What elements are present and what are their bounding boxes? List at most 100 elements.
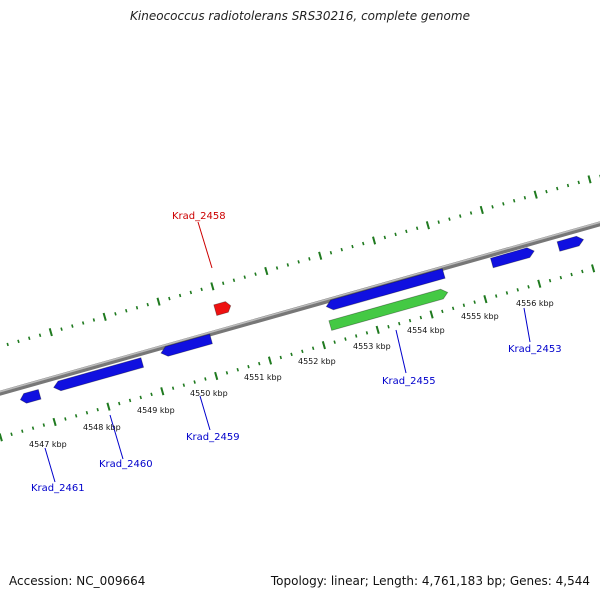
minor-tick: [448, 217, 451, 221]
minor-tick: [168, 296, 171, 301]
minor-tick: [394, 232, 397, 237]
minor-tick: [405, 229, 408, 234]
gene-krad-2461[interactable]: [19, 389, 42, 404]
minor-tick: [512, 198, 516, 203]
major-tick: [429, 310, 434, 319]
leader-line-krad-2460: [109, 414, 124, 460]
minor-tick: [459, 214, 462, 218]
minor-tick: [355, 334, 358, 338]
leader-line-krad-2461: [44, 447, 56, 483]
gene-krad-2455-rna[interactable]: [328, 288, 449, 331]
gene-krad-2455[interactable]: [325, 268, 446, 311]
minor-tick: [10, 432, 13, 437]
major-tick: [210, 282, 215, 291]
scale-label-4554: 4554 kbp: [407, 326, 445, 335]
gene-label-krad-2458[interactable]: Krad_2458: [172, 211, 226, 222]
minor-tick: [64, 417, 67, 421]
minor-tick: [232, 278, 236, 283]
gene-label-krad-2455[interactable]: Krad_2455: [382, 376, 436, 387]
gene-krad-2452[interactable]: [556, 235, 585, 252]
minor-tick: [419, 315, 423, 320]
minor-tick: [204, 377, 207, 381]
minor-tick: [548, 278, 552, 283]
leader-line-krad-2459: [199, 395, 211, 431]
major-tick: [479, 205, 484, 215]
minor-tick: [344, 337, 347, 341]
minor-tick: [441, 309, 444, 314]
lower-tick-track: [0, 264, 596, 442]
scale-label-4550: 4550 kbp: [190, 389, 228, 398]
minor-tick: [150, 392, 153, 397]
minor-tick: [290, 352, 293, 357]
major-tick: [102, 312, 107, 321]
minor-tick: [139, 395, 142, 400]
minor-tick: [311, 346, 315, 351]
accession-text: Accession: NC_009664: [9, 574, 146, 588]
minor-tick: [329, 250, 333, 255]
minor-tick: [42, 423, 46, 427]
minor-tick: [570, 272, 573, 277]
minor-tick: [502, 202, 505, 206]
major-tick: [533, 190, 538, 199]
minor-tick: [505, 291, 509, 295]
genome-backbone: [0, 221, 600, 396]
minor-tick: [527, 285, 530, 289]
minor-tick: [81, 321, 85, 325]
minor-tick: [362, 241, 365, 246]
minor-tick: [333, 340, 336, 344]
gene-krad-2458[interactable]: [213, 301, 232, 316]
major-tick: [160, 387, 165, 396]
minor-tick: [473, 300, 476, 304]
scale-label-4553: 4553 kbp: [353, 342, 391, 351]
major-tick: [264, 266, 269, 276]
gene-krad-2453[interactable]: [490, 247, 535, 269]
minor-tick: [523, 196, 527, 200]
major-tick: [267, 356, 273, 365]
major-tick: [214, 371, 219, 381]
major-tick: [375, 325, 380, 334]
scale-label-4552: 4552 kbp: [298, 357, 336, 366]
minor-tick: [85, 410, 89, 415]
minor-tick: [171, 386, 175, 390]
minor-tick: [222, 281, 225, 285]
minor-tick: [415, 226, 419, 231]
major-tick: [587, 175, 592, 184]
minor-tick: [437, 220, 440, 224]
major-tick: [48, 328, 53, 337]
minor-tick: [225, 371, 229, 375]
minor-tick: [96, 407, 99, 412]
minor-tick: [146, 302, 149, 307]
gene-krad-2459[interactable]: [160, 333, 213, 357]
minor-tick: [71, 324, 74, 328]
minor-tick: [247, 364, 250, 369]
minor-tick: [577, 180, 580, 185]
gene-label-krad-2453[interactable]: Krad_2453: [508, 344, 562, 355]
genome-summary-text: Topology: linear; Length: 4,761,183 bp; …: [270, 574, 590, 588]
minor-tick: [545, 189, 548, 194]
minor-tick: [469, 211, 473, 215]
minor-tick: [178, 293, 182, 298]
minor-tick: [21, 429, 24, 433]
gene-label-krad-2459[interactable]: Krad_2459: [186, 432, 240, 443]
leader-line-krad-2455: [395, 329, 407, 374]
major-tick: [106, 402, 111, 411]
minor-tick: [189, 290, 193, 295]
minor-tick: [92, 318, 96, 322]
scale-label-4548: 4548 kbp: [83, 423, 121, 432]
upper-tick-track: [6, 174, 600, 347]
minor-tick: [451, 306, 455, 311]
leader-line-krad-2453: [523, 307, 531, 343]
major-tick: [425, 221, 430, 230]
gene-label-krad-2461[interactable]: Krad_2461: [31, 483, 85, 494]
minor-tick: [135, 306, 139, 310]
minor-tick: [31, 426, 35, 430]
gene-krad-2460[interactable]: [53, 357, 145, 392]
minor-tick: [383, 235, 387, 240]
gene-label-krad-2460[interactable]: Krad_2460: [99, 459, 153, 470]
minor-tick: [351, 244, 354, 249]
minor-tick: [462, 303, 466, 307]
minor-tick: [200, 287, 203, 292]
scale-label-4547: 4547 kbp: [29, 440, 67, 449]
